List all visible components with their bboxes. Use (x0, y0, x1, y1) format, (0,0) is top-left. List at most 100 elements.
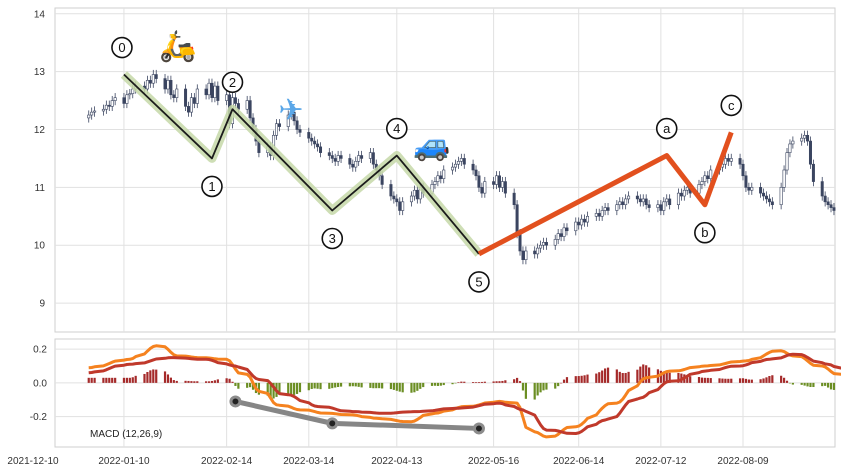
candle-body (169, 80, 173, 96)
candle-body (656, 204, 660, 208)
divergence-marker-dot (232, 398, 239, 405)
macd-histogram-bar (709, 378, 712, 383)
candle-body (451, 166, 455, 171)
candle-body (351, 163, 355, 168)
macd-signal-line (88, 352, 841, 435)
macd-histogram-bar (800, 382, 803, 385)
candle-body (275, 123, 279, 136)
candle-body (313, 140, 317, 145)
macd-histogram-bar (659, 370, 662, 383)
macd-histogram-bar (791, 382, 794, 385)
price-tick-label: 10 (34, 241, 46, 252)
macd-histogram-bar (574, 376, 577, 383)
macd-histogram-bar (662, 371, 665, 383)
candle-body (521, 250, 525, 260)
macd-histogram-bar (724, 378, 727, 383)
candle-body (90, 111, 94, 116)
candle-body (826, 201, 830, 206)
wave-label-0: 0 (118, 40, 125, 55)
macd-histogram-bar (339, 382, 343, 387)
candle-body (216, 85, 220, 101)
macd-histogram-bar (606, 367, 610, 383)
candle-body (409, 195, 413, 203)
candle-body (627, 195, 631, 200)
candle-body (536, 247, 540, 255)
airplane-icon: ✈ (278, 94, 303, 127)
macd-histogram-bar (539, 382, 542, 393)
candle-body (87, 114, 91, 119)
macd-histogram-bar (193, 381, 196, 383)
macd-histogram-bar (90, 377, 93, 383)
candle-body (788, 143, 792, 153)
candle-body (348, 158, 352, 165)
candle-body (574, 221, 578, 232)
candle-body (210, 82, 214, 98)
candle-body (682, 189, 686, 197)
candle-body (806, 134, 810, 142)
macd-histogram-bar (395, 382, 398, 391)
wave-label-circle (655, 117, 678, 140)
macd-histogram-bar (290, 382, 293, 396)
candle-body (456, 161, 460, 165)
macd-histogram-bar (439, 382, 442, 386)
candle-body (512, 192, 516, 206)
candle-body (524, 250, 528, 260)
macd-histogram-bar (225, 378, 228, 383)
candle-body (750, 187, 754, 191)
macd-histogram-bar (768, 376, 771, 383)
candle-body (782, 169, 786, 188)
candle-body (703, 175, 707, 182)
candle-body (110, 100, 114, 107)
macd-histogram-bar (457, 382, 460, 383)
macd-histogram-bar (175, 380, 178, 383)
candle-body (186, 106, 190, 113)
candle-body (453, 163, 457, 168)
candle-body (330, 155, 334, 159)
wave-label-a: a (663, 121, 671, 136)
candle-body (307, 132, 311, 139)
macd-histogram-bar (536, 382, 539, 396)
candle-body (339, 155, 343, 159)
candle-body (298, 129, 302, 133)
x-tick-label: 2022-06-14 (553, 456, 605, 467)
macd-histogram-bar (166, 374, 170, 383)
macd-histogram-bar (759, 379, 762, 383)
candle-body (471, 163, 475, 171)
macd-tick-label: 0.2 (33, 345, 47, 356)
candle-body (233, 97, 237, 104)
candle-body (676, 192, 680, 206)
macd-histogram-bar (334, 382, 337, 388)
candle-body (368, 152, 372, 159)
macd-histogram-bar (721, 378, 724, 383)
icons: 🛵 ✈ 🚙 (159, 29, 450, 163)
candle-body (635, 195, 639, 200)
candle-body (709, 169, 713, 179)
macd-histogram-bar (686, 375, 689, 383)
macd-histogram-bar (131, 377, 134, 383)
macd-histogram-bar (287, 382, 290, 395)
candle-body (647, 204, 651, 208)
macd-histogram-bar (357, 382, 360, 387)
macd-histogram-bar (251, 382, 255, 390)
macd-histogram-bar (122, 377, 126, 383)
macd-histogram-bar (533, 382, 536, 400)
wave-label-circle (221, 71, 244, 94)
candle-body (791, 140, 795, 145)
candle-body (729, 158, 733, 162)
candle-body (401, 201, 405, 211)
macd-histogram-bar (477, 382, 481, 383)
macd-histogram-bar (542, 382, 545, 391)
scooter-icon: 🛵 (159, 29, 196, 64)
macd-histogram-bar (190, 381, 193, 383)
candle-body (492, 181, 496, 185)
candle-body (583, 218, 587, 223)
macd-histogram-bar (642, 364, 645, 383)
candle-body (747, 187, 751, 191)
macd-histogram-bar (577, 376, 580, 383)
macd-histogram-bar (213, 380, 217, 383)
candle-body (832, 207, 836, 211)
macd-histogram-bar (152, 369, 155, 383)
candle-body (697, 184, 701, 194)
macd-histogram-bar (272, 382, 275, 399)
wave-label-4: 4 (393, 121, 400, 136)
